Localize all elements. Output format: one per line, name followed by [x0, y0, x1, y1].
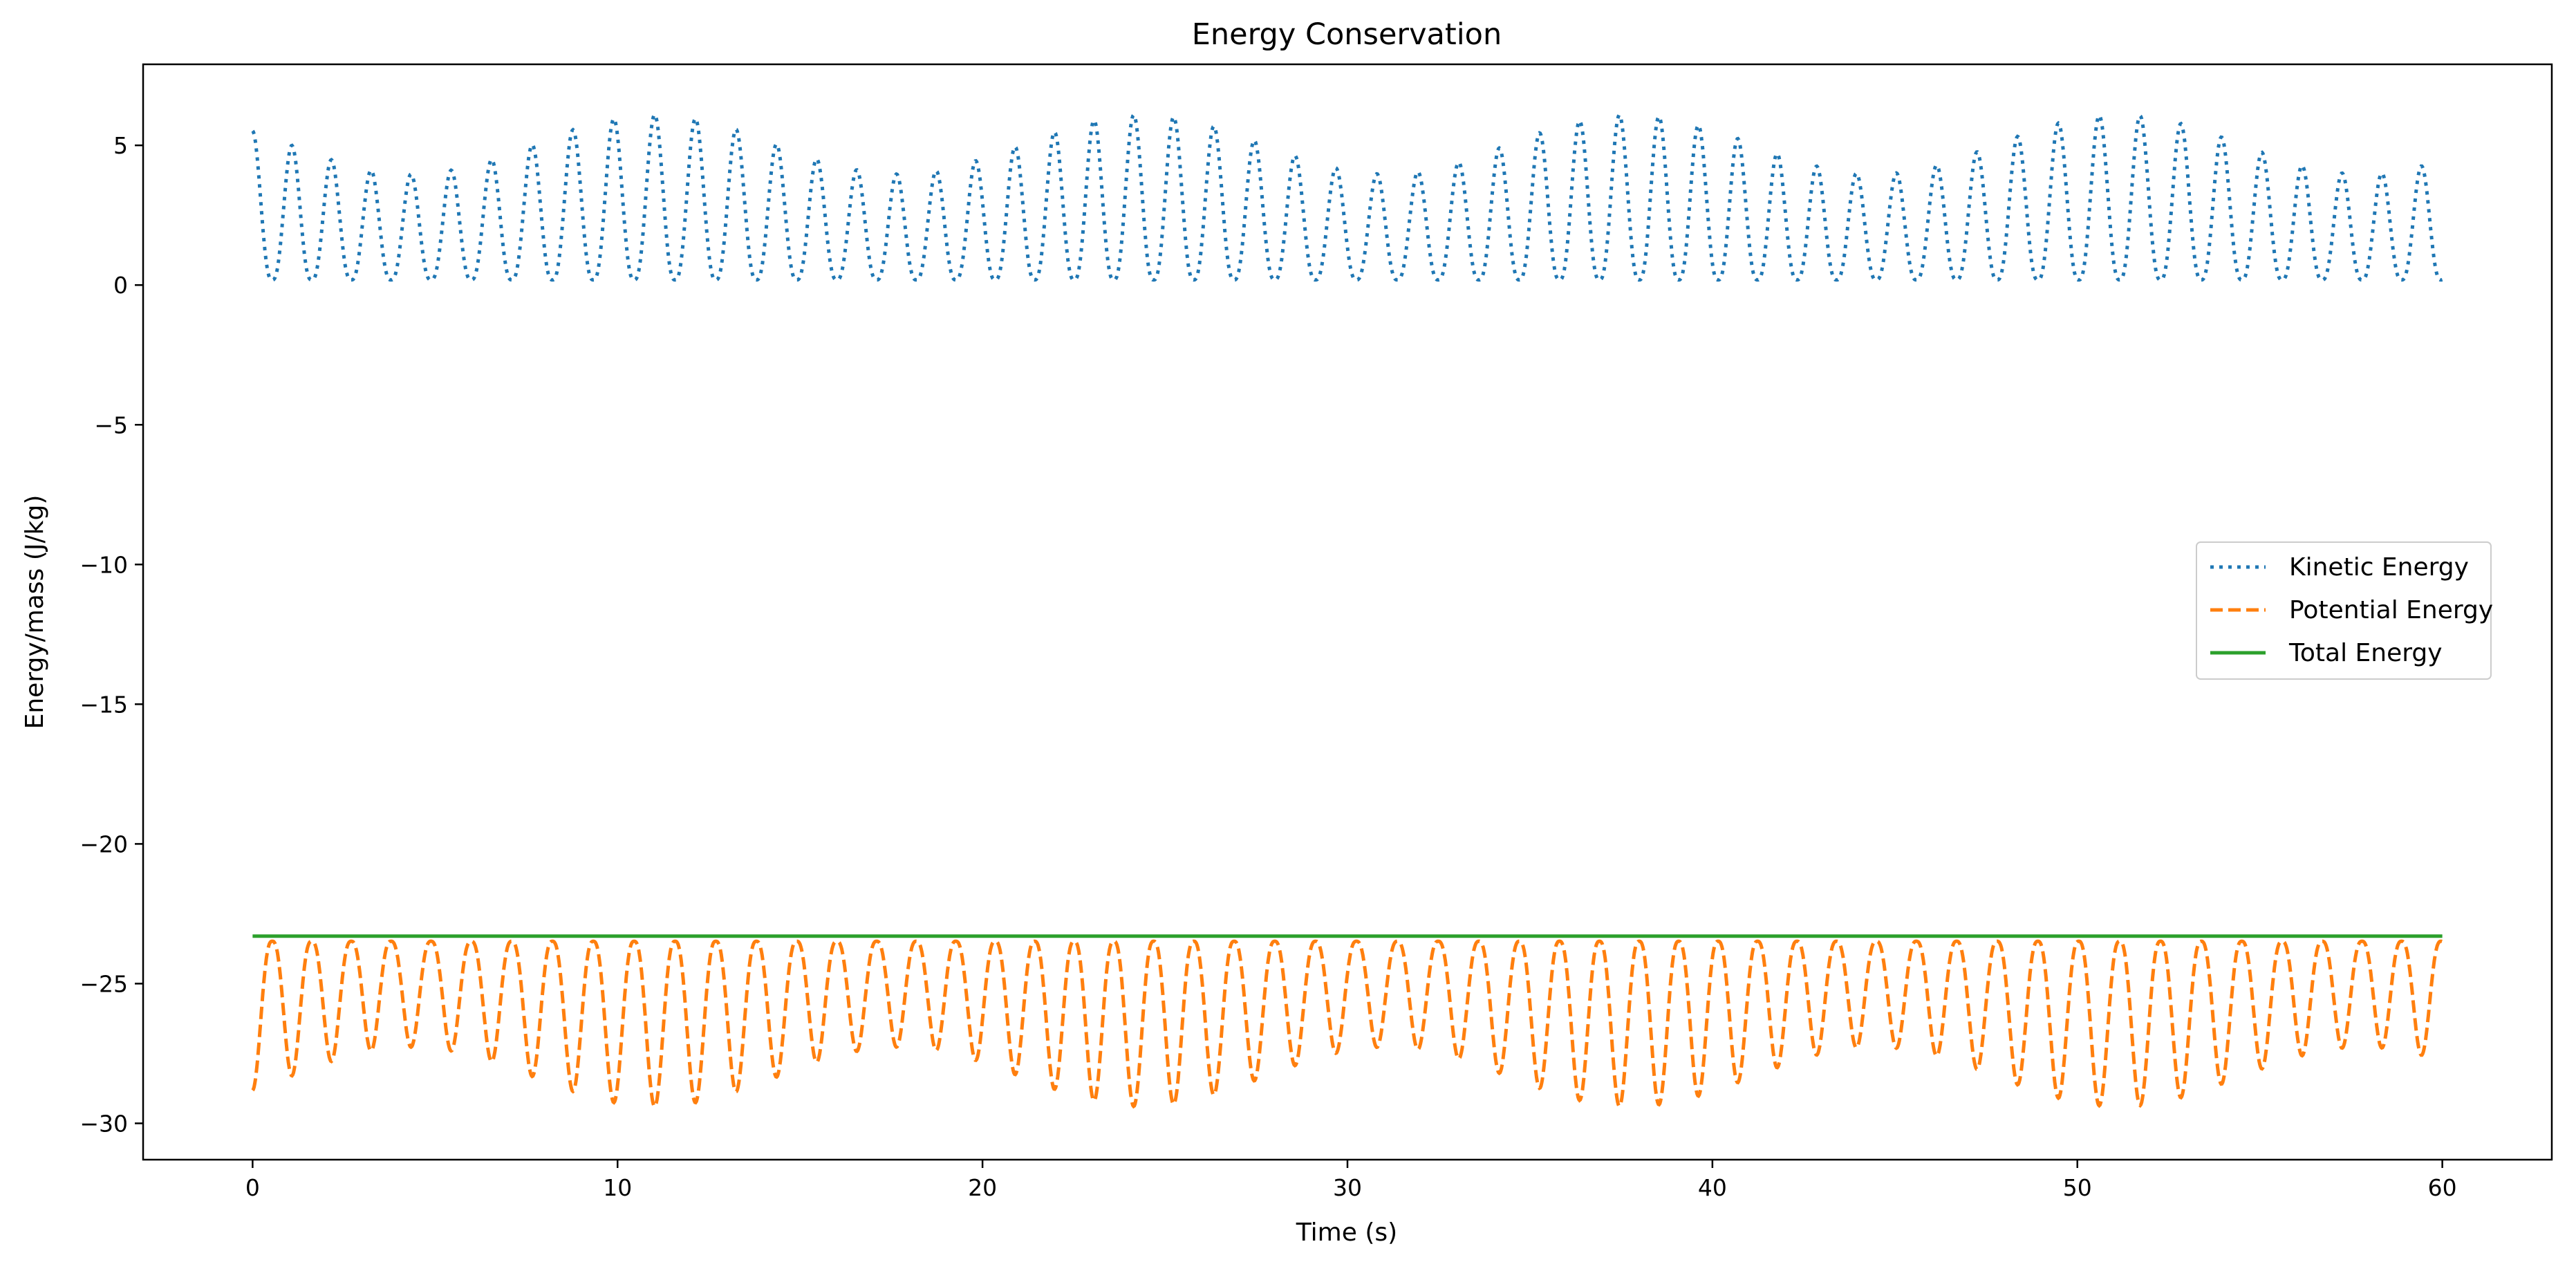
legend-label-potential: Potential Energy [2289, 596, 2493, 624]
x-tick-label: 20 [968, 1174, 997, 1201]
y-axis: 5 0 −5 −10 −15 −20 −25 −30 [80, 132, 143, 1137]
x-tick-label: 40 [1698, 1174, 1727, 1201]
y-tick-label: −25 [80, 970, 128, 997]
series-line-potential-energy [251, 939, 2443, 1109]
legend-box [2196, 541, 2492, 680]
x-tick-label: 60 [2428, 1174, 2457, 1201]
x-tick-label: 30 [1333, 1174, 1362, 1201]
y-tick-label: 5 [113, 132, 128, 159]
legend-label-total: Total Energy [2288, 639, 2443, 667]
x-tick-label: 10 [603, 1174, 632, 1201]
x-tick-label: 50 [2063, 1174, 2092, 1201]
y-tick-label: −5 [94, 411, 128, 438]
y-tick-label: −15 [80, 691, 128, 718]
legend: Kinetic Energy Potential Energy Total En… [2196, 541, 2493, 680]
y-tick-label: −10 [80, 551, 128, 578]
legend-label-kinetic: Kinetic Energy [2289, 553, 2469, 582]
y-tick-label: 0 [113, 272, 128, 299]
chart-title: Energy Conservation [1192, 17, 1502, 52]
y-tick-label: −30 [80, 1110, 128, 1137]
y-axis-title: Energy/mass (J/kg) [21, 495, 49, 730]
y-tick-label: −20 [80, 831, 128, 857]
x-axis: 0 10 20 30 40 50 60 [245, 1160, 2457, 1201]
x-tick-label: 0 [245, 1174, 260, 1201]
x-axis-title: Time (s) [1296, 1218, 1397, 1247]
